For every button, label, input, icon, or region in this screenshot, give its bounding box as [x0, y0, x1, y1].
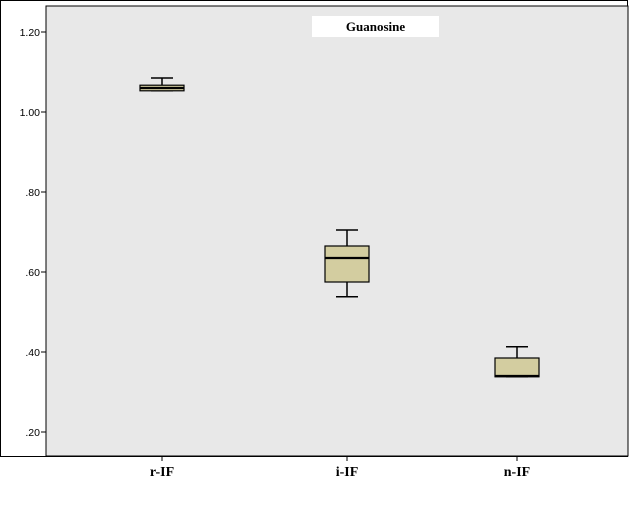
x-tick-label: n-IF: [504, 465, 530, 480]
y-tick-label: .80: [25, 187, 40, 199]
y-tick-label: .60: [25, 267, 40, 279]
box-i-if: [324, 229, 370, 298]
y-tick-label: 1.00: [20, 107, 41, 119]
x-tick-label: r-IF: [150, 465, 174, 480]
chart-title-box: [312, 16, 439, 37]
chart-title: Guanosine: [346, 19, 405, 34]
iqr-box: [494, 357, 540, 378]
y-axis: .20 .40 .60 .80 1.00 1.20: [20, 27, 46, 439]
chart-title-group: Guanosine: [312, 16, 439, 37]
box-r-if: [139, 77, 185, 92]
y-tick-label: .40: [25, 347, 40, 359]
boxes-group: [139, 77, 540, 378]
x-axis: r-IF i-IF n-IF: [150, 456, 530, 480]
box-n-if: [494, 346, 540, 378]
plot-area: [45, 5, 629, 457]
x-tick-label: i-IF: [336, 465, 359, 480]
iqr-box: [324, 245, 370, 283]
y-tick-label: .20: [25, 427, 40, 439]
y-tick-label: 1.20: [20, 27, 41, 39]
